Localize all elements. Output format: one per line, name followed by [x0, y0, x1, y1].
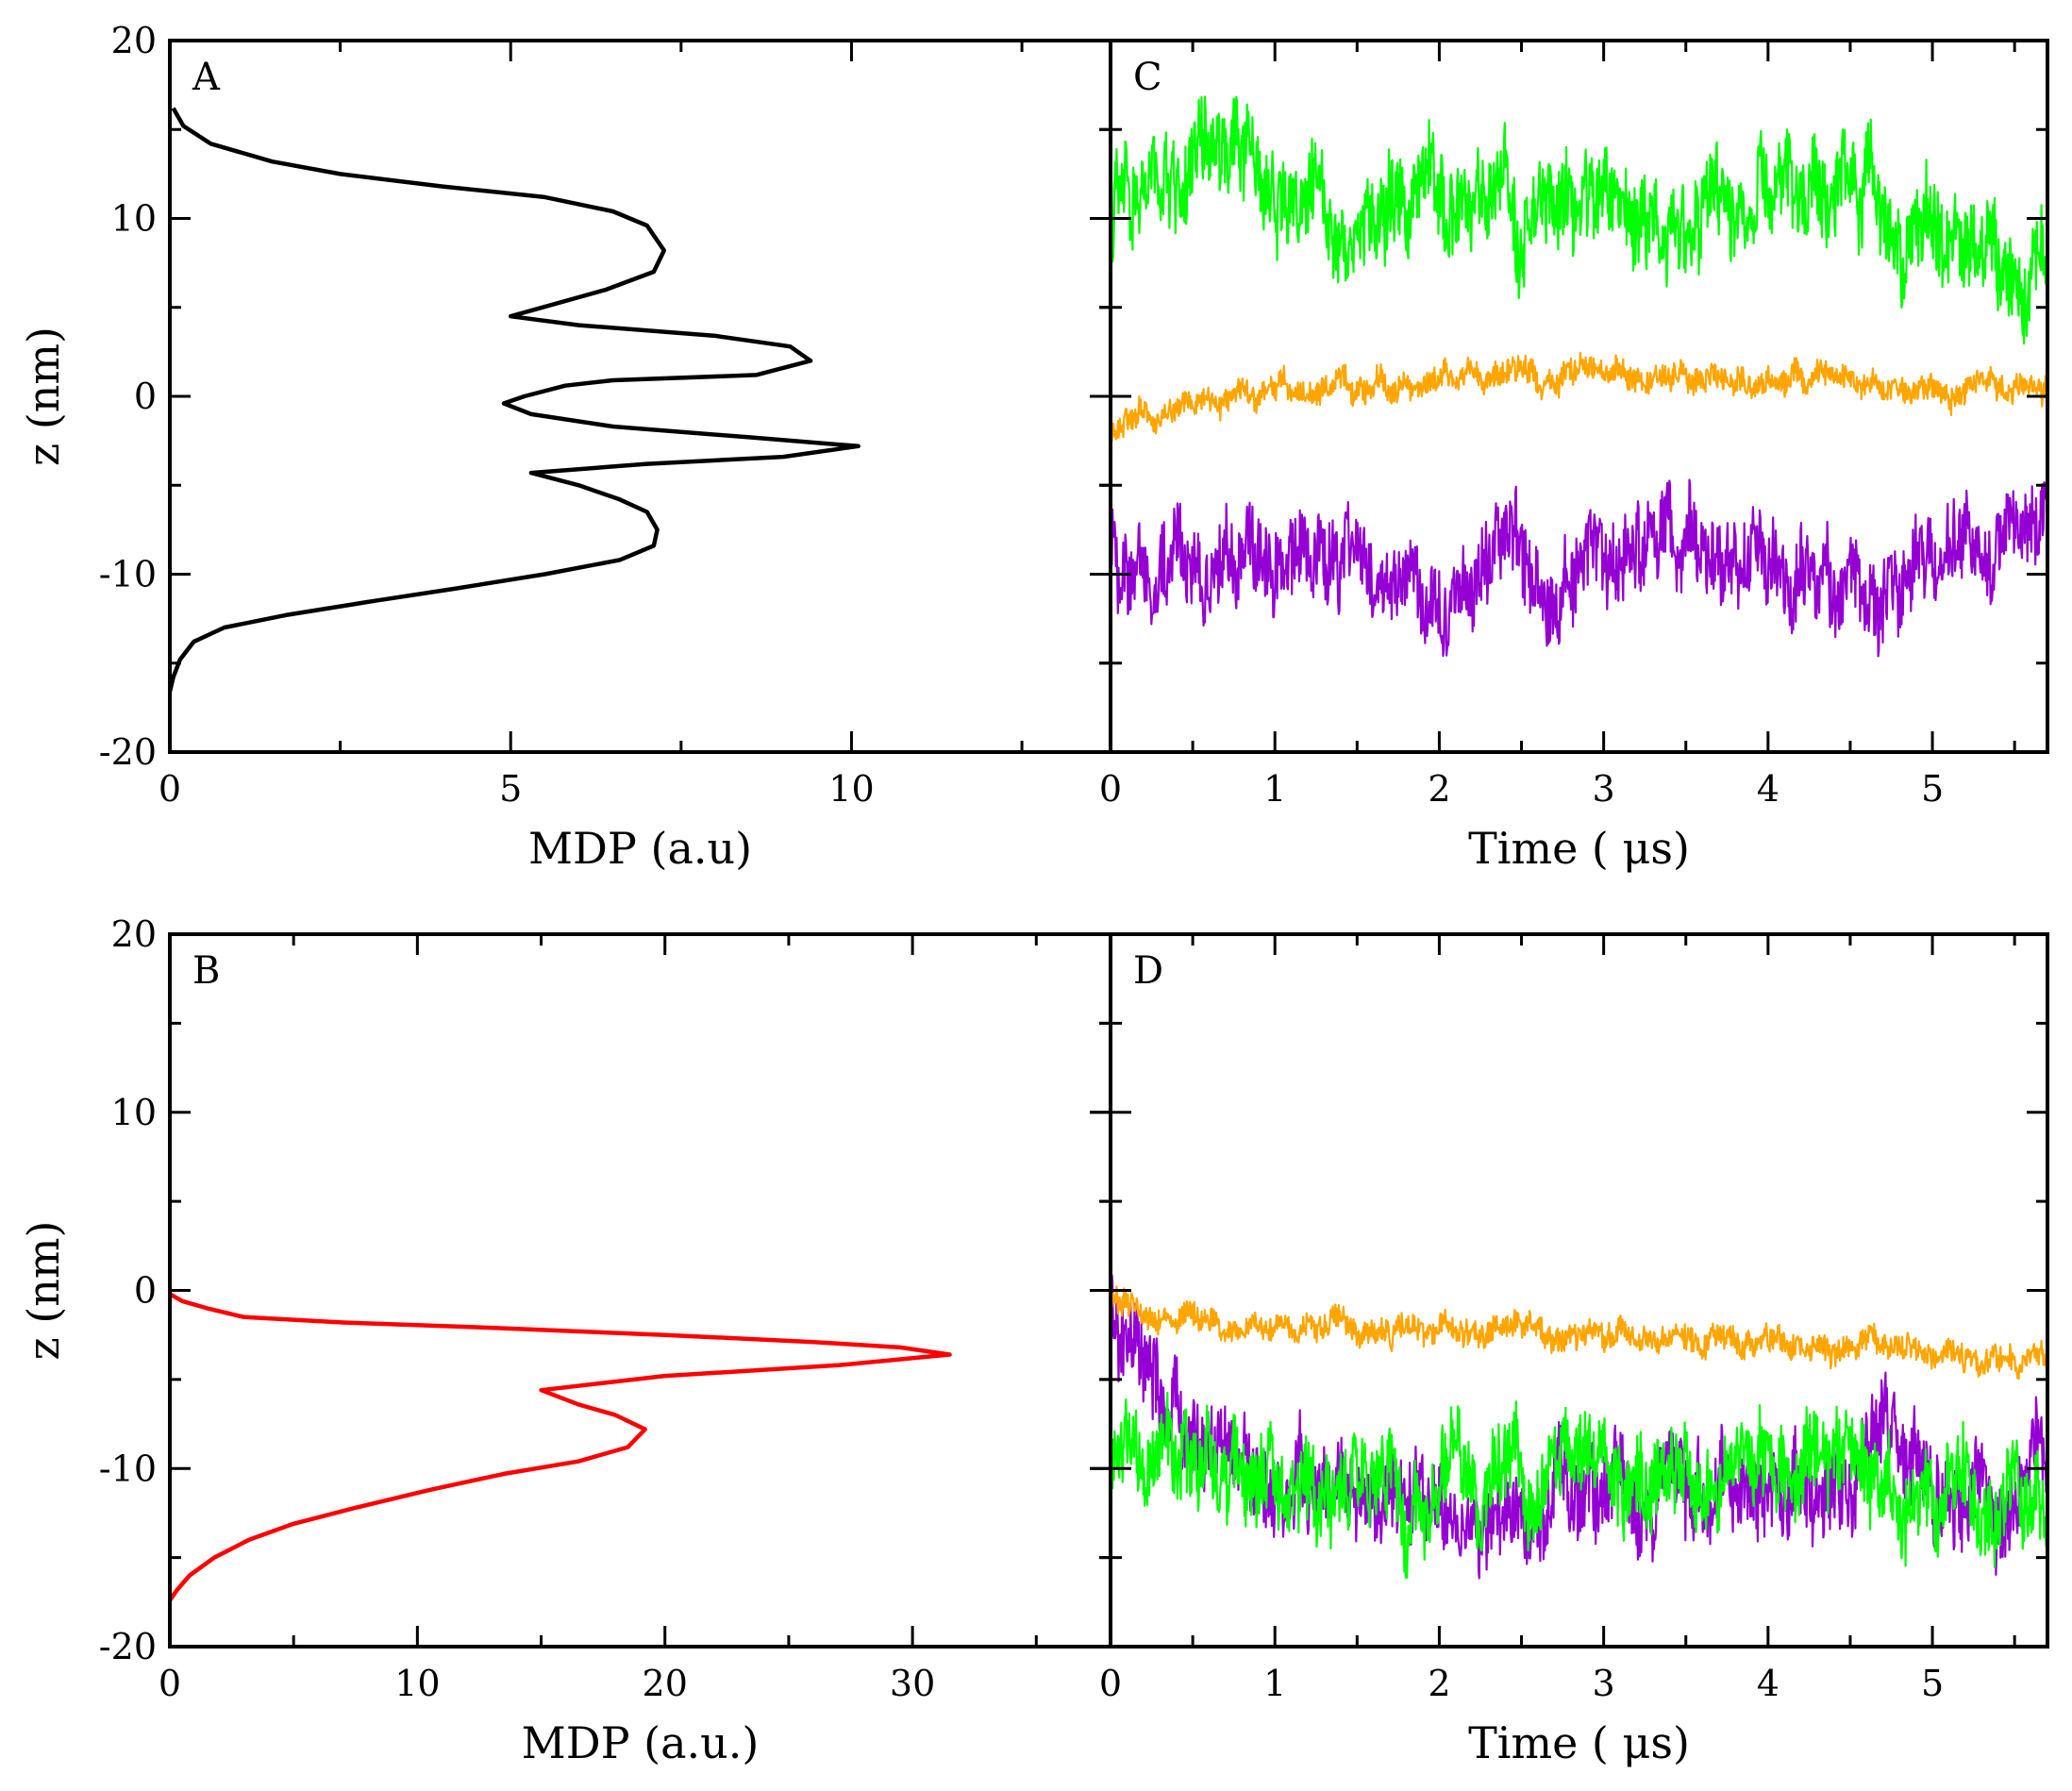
panel-label-d: D: [1133, 949, 1163, 993]
y-tick-label: -10: [99, 1448, 157, 1489]
panel-label-a: A: [192, 56, 221, 99]
panel-d: 0 1 2 3 4 5 Time ( μs) D: [1090, 932, 2049, 1768]
y-tick-label: 0: [134, 1270, 157, 1312]
series-line-green: [1111, 1391, 2047, 1580]
x-tick-label: 4: [1757, 1663, 1780, 1704]
series-line-green: [1111, 95, 2047, 345]
panel-label-c: C: [1133, 56, 1162, 99]
panel-b: 0 10 20 30 -20 -10 0 10 20 MDP (a.u.) z (nm) B: [18, 913, 1112, 1768]
panel-a: 0 5 10 -20 -10 0 10 20 MDP (a.u) z (nm) A: [18, 20, 1112, 874]
y-tick-label: 10: [111, 198, 157, 240]
x-tick-label: 3: [1593, 1663, 1615, 1704]
panel-c: 0 1 2 3 4 5 Time ( μs) C: [1090, 39, 2049, 874]
x-tick-label: 0: [159, 768, 181, 810]
y-tick-label: -10: [99, 554, 157, 595]
x-tick-label: 2: [1428, 1663, 1450, 1704]
y-tick-label: 10: [111, 1092, 157, 1133]
x-tick-label: 0: [1099, 1663, 1122, 1704]
x-tick-label: 0: [159, 1663, 181, 1704]
x-axis-title: Time ( μs): [1468, 823, 1690, 874]
x-tick-label: 4: [1757, 768, 1780, 810]
plot-frame: [168, 932, 1112, 1649]
x-axis-title: MDP (a.u): [528, 823, 752, 874]
y-axis-title: z (nm): [18, 1221, 69, 1361]
series-line-mdp-profile: [170, 107, 861, 693]
x-tick-label: 20: [643, 1663, 688, 1704]
plot-area: [1111, 1274, 2047, 1580]
plot-area: [170, 107, 861, 693]
x-tick-label: 30: [890, 1663, 935, 1704]
y-axis-title: z (nm): [18, 326, 69, 466]
series-line-orange: [1111, 351, 2047, 443]
x-tick-label: 10: [828, 768, 874, 810]
x-tick-label: 2: [1428, 768, 1450, 810]
plot-frame: [1109, 932, 2049, 1649]
y-tick-label: 20: [111, 913, 157, 955]
plot-area: [170, 1292, 952, 1602]
y-tick-label: -20: [99, 731, 157, 773]
x-tick-label: 0: [1099, 768, 1122, 810]
x-axis-title: MDP (a.u.): [522, 1717, 760, 1768]
series-line-purple: [1111, 478, 2047, 658]
x-tick-label: 10: [394, 1663, 440, 1704]
x-tick-label: 1: [1263, 768, 1286, 810]
plot-frame: [168, 39, 1112, 754]
y-tick-label: 0: [134, 376, 157, 417]
panel-label-b: B: [192, 949, 220, 993]
x-axis-title: Time ( μs): [1468, 1717, 1690, 1768]
y-tick-label: 20: [111, 20, 157, 61]
plot-area: [1111, 95, 2047, 658]
x-tick-label: 3: [1593, 768, 1615, 810]
x-tick-label: 1: [1263, 1663, 1286, 1704]
x-tick-label: 5: [1921, 1663, 1944, 1704]
series-line-orange: [1111, 1285, 2047, 1381]
x-tick-label: 5: [1921, 768, 1944, 810]
series-line-mdp-profile: [170, 1292, 952, 1602]
x-tick-label: 5: [499, 768, 522, 810]
y-tick-label: -20: [99, 1626, 157, 1667]
